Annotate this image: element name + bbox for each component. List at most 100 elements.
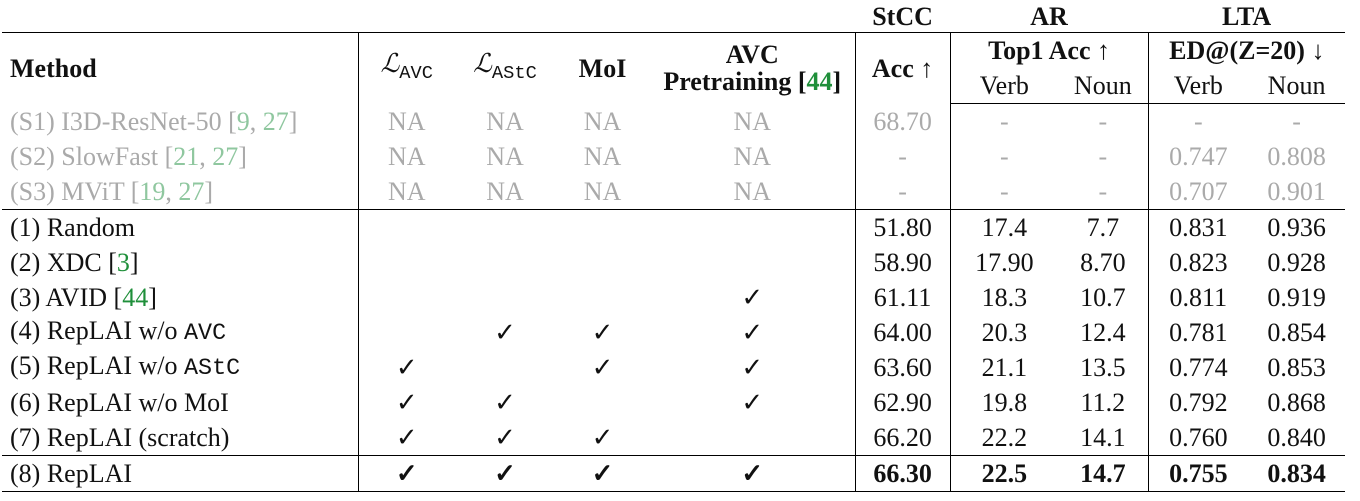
column-header: ℒAVC	[357, 32, 455, 104]
value-cell: ✓	[357, 420, 455, 456]
value-cell: NA	[357, 103, 455, 139]
value-cell: -	[1098, 107, 1108, 136]
value-cell: NA	[357, 174, 455, 210]
value-cell: 61.11	[854, 280, 951, 315]
table-row: (1) Random 51.80 17.4 7.7 0.831 0.936	[2, 209, 1346, 245]
value-cell: 0.823	[1147, 245, 1249, 280]
method-cell: (6) RepLAI w/o MoI	[2, 385, 358, 420]
value-cell: 14.1	[1080, 423, 1126, 452]
value-cell: 18.3	[949, 280, 1059, 315]
value-cell: 22.2	[949, 420, 1059, 456]
method-cell: (S2) SlowFast [21, 27]	[2, 139, 358, 174]
method-cell: (4) RepLAI w/o AVC	[2, 315, 358, 350]
subcolumn-header: Noun	[1248, 68, 1346, 104]
table-row: (8) RepLAI ✓ ✓ ✓ ✓ 66.30 22.5 14.7 0.755 0.834	[2, 455, 1346, 492]
text: (7) RepLAI (scratch)	[10, 423, 230, 452]
empty-cell	[650, 209, 856, 245]
value-cell: ✓	[741, 283, 764, 312]
value-cell: NA	[733, 142, 772, 171]
empty-cell	[357, 315, 455, 350]
value-cell: 0.840	[1267, 423, 1326, 452]
value-cell: NA	[486, 106, 524, 136]
row-group: (1) Random 51.80 17.4 7.7 0.831 0.936 (2) XDC …	[2, 209, 1346, 456]
text: ]	[148, 283, 157, 312]
value-cell: NA	[486, 142, 524, 171]
value-cell: 12.4	[1080, 318, 1126, 347]
empty-cell	[650, 245, 855, 280]
method-cell: (1) Random	[2, 209, 358, 245]
method-cell: (5) RepLAI w/o AStC	[2, 350, 358, 385]
value-cell: ✓	[357, 350, 455, 385]
text: ℒ	[380, 48, 400, 78]
empty-cell	[357, 209, 455, 245]
value-cell: -	[949, 174, 1059, 210]
text: ]	[288, 106, 298, 136]
text: (1) Random	[10, 213, 135, 242]
citation: 27	[178, 177, 205, 206]
empty-cell	[455, 280, 555, 315]
empty-cell	[455, 245, 555, 280]
text: ℒ	[473, 48, 492, 78]
value-cell: 66.20	[854, 420, 951, 456]
subheader-row: Verb Noun Verb Noun	[2, 68, 1346, 104]
table-row: (6) RepLAI w/o MoI ✓ ✓ ✓ 62.90 19.8 11.2 0.792 0…	[2, 385, 1345, 420]
value-cell: 0.928	[1267, 248, 1326, 277]
text: Acc ↑	[871, 53, 934, 83]
value-cell: 20.3	[949, 315, 1059, 350]
method-cell: (S3) MViT [19, 27]	[2, 174, 358, 210]
value-cell: ✓	[357, 385, 455, 420]
value-cell: -	[1098, 177, 1108, 206]
citation: 44	[806, 67, 833, 97]
empty-cell	[555, 280, 650, 315]
value-cell: ✓	[741, 388, 764, 417]
value-cell: 0.760	[1147, 420, 1249, 456]
value-cell: ✓	[591, 353, 614, 382]
value-cell: ✓	[455, 455, 555, 492]
citation: 27	[212, 142, 239, 171]
text: ,	[165, 177, 179, 206]
text: AVC	[725, 40, 779, 70]
method-cell: (S1) I3D-ResNet-50 [9, 27]	[2, 104, 358, 140]
results-table: StCC AR LTA Method ℒAVC ℒAStC MoI AVC Pretrainin…	[2, 0, 1346, 492]
table-row: (S1) I3D-ResNet-50 [9, 27] NA NA NA NA 68.70-…	[2, 103, 1345, 140]
value-cell: ✓	[591, 318, 614, 347]
group-header: StCC	[872, 1, 933, 31]
value-cell: 0.834	[1248, 455, 1346, 492]
value-cell: ✓	[591, 423, 614, 452]
row-group: (8) RepLAI ✓ ✓ ✓ ✓ 66.30 22.5 14.7 0.755 0.834	[2, 455, 1346, 492]
value-cell: 0.854	[1267, 318, 1326, 347]
value-cell: NA	[583, 106, 622, 136]
subscript: AVC	[399, 61, 433, 84]
value-cell: 58.90	[854, 245, 951, 280]
subcolumn-header: Noun	[1058, 68, 1149, 104]
blank-cell	[2, 0, 855, 33]
value-cell: 0.808	[1267, 142, 1326, 171]
value-cell: NA	[583, 142, 622, 171]
value-cell: -	[949, 139, 1059, 174]
value-cell: 7.7	[1058, 209, 1149, 245]
empty-cell	[555, 385, 650, 420]
text: AStC	[184, 356, 241, 382]
value-cell: 0.936	[1248, 209, 1346, 245]
citation: 21	[173, 142, 200, 171]
empty-cell	[650, 420, 855, 456]
text: ,	[199, 142, 213, 171]
text: Pretraining [	[663, 67, 807, 97]
value-cell: 0.919	[1267, 283, 1326, 312]
value-cell: 14.7	[1058, 455, 1149, 492]
value-cell: ✓	[494, 388, 516, 417]
empty-cell	[357, 245, 455, 280]
value-cell: ✓	[357, 455, 455, 492]
method-cell: (2) XDC [3]	[2, 245, 358, 280]
empty-cell	[555, 209, 650, 245]
subcolumn-header: Verb	[949, 68, 1059, 104]
value-cell: ✓	[650, 455, 856, 492]
text: (S3) MViT [	[10, 177, 140, 206]
column-header: AVC Pretraining [44]	[650, 32, 856, 104]
text: (5) RepLAI w/o	[10, 351, 185, 380]
value-cell: -	[1292, 107, 1301, 136]
value-cell: 0.868	[1267, 388, 1326, 417]
text: Method	[10, 53, 97, 83]
value-cell: 8.70	[1080, 248, 1126, 277]
text: (2) XDC [	[10, 248, 117, 277]
